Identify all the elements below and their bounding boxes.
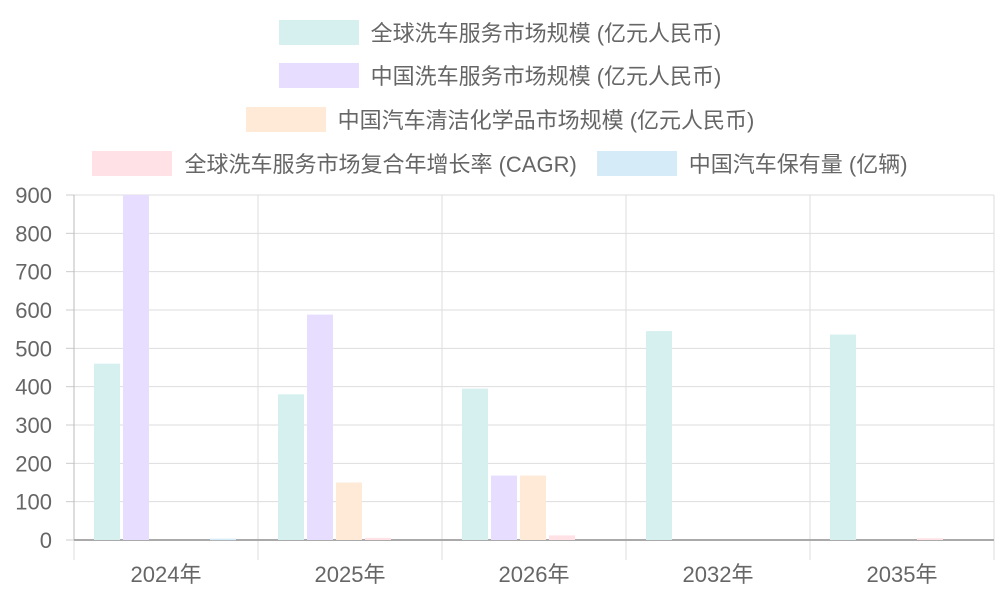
legend-label: 全球洗车服务市场复合年增长率 (CAGR)	[184, 152, 577, 177]
legend-item-china-wash-market[interactable]: 中国洗车服务市场规模 (亿元人民币)	[278, 59, 722, 91]
legend-row-4: 全球洗车服务市场复合年增长率 (CAGR) 中国汽车保有量 (亿辆)	[0, 148, 1000, 178]
legend-row-1: 全球洗车服务市场规模 (亿元人民币)	[0, 17, 1000, 47]
bar	[830, 334, 856, 540]
bar	[646, 331, 672, 540]
legend-item-global-cagr[interactable]: 全球洗车服务市场复合年增长率 (CAGR)	[92, 147, 577, 179]
legend-item-china-chemicals-market[interactable]: 中国汽车清洁化学品市场规模 (亿元人民币)	[245, 103, 755, 135]
y-tick-label: 800	[15, 221, 52, 246]
legend-swatch	[596, 150, 677, 176]
legend-swatch	[278, 62, 359, 88]
bar	[549, 535, 575, 540]
bar	[365, 537, 391, 540]
bar	[520, 475, 546, 540]
bar	[307, 314, 333, 540]
legend-label: 中国汽车保有量 (亿辆)	[688, 152, 908, 177]
legend-item-global-wash-market[interactable]: 全球洗车服务市场规模 (亿元人民币)	[278, 16, 722, 48]
y-tick-label: 300	[15, 413, 52, 438]
y-tick-label: 400	[15, 375, 52, 400]
legend-item-china-car-ownership[interactable]: 中国汽车保有量 (亿辆)	[596, 147, 908, 179]
legend-row-3: 中国汽车清洁化学品市场规模 (亿元人民币)	[0, 104, 1000, 134]
y-tick-label: 500	[15, 336, 52, 361]
bar	[210, 538, 236, 541]
legend-label: 全球洗车服务市场规模 (亿元人民币)	[370, 21, 722, 46]
legend-swatch	[278, 19, 359, 45]
bar	[917, 538, 943, 540]
legend-row-2: 中国洗车服务市场规模 (亿元人民币)	[0, 60, 1000, 90]
bar	[462, 388, 488, 540]
legend-swatch	[245, 106, 326, 132]
x-tick-label: 2035年	[867, 562, 938, 587]
y-tick-label: 600	[15, 298, 52, 323]
bar	[94, 363, 120, 540]
y-tick-label: 900	[15, 183, 52, 208]
y-tick-label: 0	[40, 528, 52, 553]
bar	[491, 475, 517, 540]
x-tick-label: 2032年	[683, 562, 754, 587]
bar	[278, 394, 304, 540]
x-tick-label: 2025年	[315, 562, 386, 587]
legend-label: 中国汽车清洁化学品市场规模 (亿元人民币)	[337, 108, 755, 133]
x-tick-label: 2026年	[499, 562, 570, 587]
y-tick-label: 700	[15, 260, 52, 285]
y-tick-label: 100	[15, 490, 52, 515]
bar	[123, 195, 149, 540]
bar	[336, 482, 362, 540]
x-tick-label: 2024年	[131, 562, 202, 587]
legend-label: 中国洗车服务市场规模 (亿元人民币)	[370, 64, 722, 89]
y-tick-label: 200	[15, 451, 52, 476]
legend-swatch	[92, 150, 173, 176]
